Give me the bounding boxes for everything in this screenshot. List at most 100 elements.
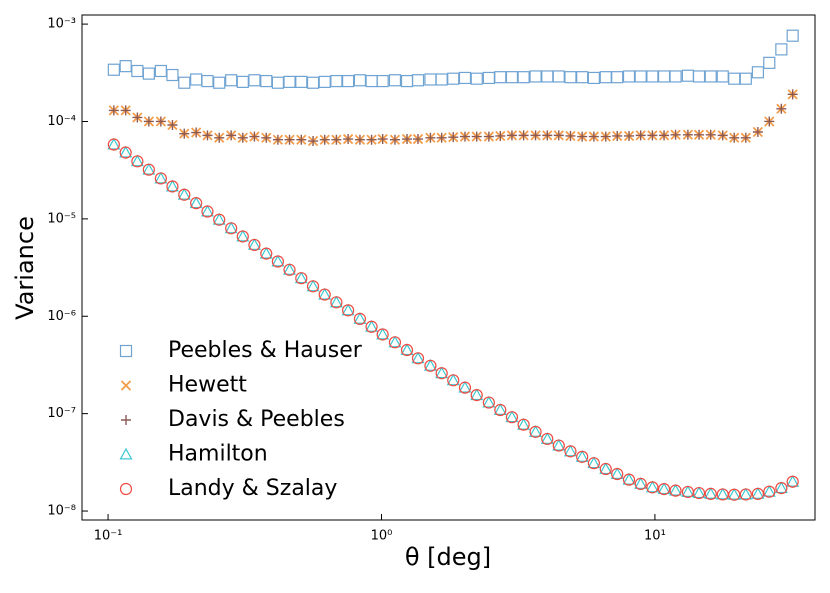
marker-plus — [471, 131, 482, 142]
x-tick-label: 10¹ — [644, 529, 666, 544]
y-tick-label: 10⁻⁷ — [47, 406, 76, 421]
marker-circle — [248, 238, 261, 252]
marker-triangle — [119, 447, 133, 460]
marker-square — [365, 74, 378, 88]
marker-plus — [108, 105, 119, 116]
plot-frame — [81, 14, 816, 521]
marker-triangle — [130, 154, 144, 167]
marker-triangle — [739, 487, 753, 500]
marker-triangle — [610, 467, 624, 480]
marker-circle — [576, 450, 589, 463]
marker-plus — [670, 129, 681, 140]
marker-circle — [190, 197, 203, 210]
marker-plus — [308, 136, 319, 147]
marker-triangle — [411, 351, 425, 364]
marker-plus — [120, 105, 131, 116]
marker-circle — [330, 296, 343, 309]
marker-plus — [143, 116, 154, 127]
marker-circle — [634, 477, 647, 490]
marker-square — [260, 74, 273, 88]
marker-square — [435, 73, 448, 86]
marker-plus — [167, 120, 178, 131]
marker-triangle — [692, 486, 706, 499]
marker-circle — [552, 439, 565, 452]
marker-square — [751, 66, 764, 79]
marker-circle — [704, 487, 717, 500]
y-axis-label: Variance — [11, 216, 39, 320]
marker-triangle — [388, 335, 402, 348]
marker-circle — [482, 396, 495, 409]
marker-circle — [236, 230, 249, 243]
marker-square — [248, 74, 261, 87]
marker-circle — [763, 485, 776, 498]
marker-circle — [166, 180, 179, 193]
marker-triangle — [400, 343, 414, 356]
marker-plus — [389, 134, 400, 145]
marker-square — [119, 344, 133, 358]
marker-square — [634, 70, 647, 83]
marker-triangle — [540, 432, 554, 444]
marker-plus — [729, 132, 740, 143]
marker-plus — [284, 134, 295, 145]
marker-triangle — [353, 312, 367, 324]
legend-label: Peebles & Hauser — [168, 338, 363, 363]
marker-square — [318, 75, 331, 88]
marker-plus — [588, 131, 599, 142]
marker-circle — [400, 343, 414, 357]
marker-triangle — [493, 403, 507, 416]
marker-triangle — [177, 187, 191, 200]
marker-square — [587, 71, 600, 85]
marker-plus — [612, 130, 623, 141]
marker-circle — [611, 467, 624, 481]
marker-square — [564, 71, 577, 84]
marker-square — [178, 76, 191, 89]
marker-circle — [388, 336, 402, 349]
marker-circle — [657, 482, 671, 496]
marker-circle — [447, 374, 460, 387]
marker-triangle — [165, 179, 179, 192]
marker-plus — [518, 130, 529, 141]
marker-plus — [412, 134, 423, 145]
marker-triangle — [435, 366, 449, 379]
marker-triangle — [294, 271, 308, 284]
marker-plus — [436, 132, 447, 143]
marker-square — [330, 74, 343, 88]
marker-triangle — [200, 204, 214, 217]
marker-square — [599, 71, 612, 84]
marker-circle — [692, 486, 706, 500]
marker-triangle — [236, 229, 250, 242]
marker-plus — [764, 116, 775, 127]
x-tick-label: 10⁻¹ — [94, 529, 123, 544]
marker-triangle — [247, 238, 261, 250]
marker-plus — [635, 130, 646, 141]
marker-square — [353, 74, 367, 87]
marker-triangle — [212, 212, 226, 225]
marker-triangle — [774, 481, 788, 494]
marker-triangle — [622, 472, 636, 485]
marker-plus — [179, 128, 190, 139]
y-tick-label: 10⁻⁶ — [47, 309, 76, 324]
marker-square — [190, 73, 203, 86]
y-tick-label: 10⁻⁴ — [47, 114, 76, 129]
marker-plus — [237, 132, 248, 143]
marker-plus — [530, 130, 541, 141]
marker-circle — [178, 188, 191, 201]
marker-triangle — [119, 145, 133, 158]
marker-triangle — [154, 171, 168, 184]
marker-square — [342, 74, 355, 88]
marker-triangle — [318, 287, 332, 300]
marker-circle — [411, 352, 425, 365]
marker-square — [657, 70, 671, 83]
marker-square — [376, 74, 389, 88]
marker-triangle — [446, 373, 460, 386]
marker-square — [552, 70, 565, 83]
marker-square — [494, 71, 507, 84]
marker-circle — [622, 473, 636, 486]
marker-triangle — [681, 485, 695, 497]
legend-label: Davis & Peebles — [168, 407, 345, 432]
marker-triangle — [329, 295, 343, 308]
legend-label: Hewett — [168, 373, 247, 398]
marker-circle — [119, 146, 132, 159]
marker-square — [576, 71, 589, 84]
marker-circle — [142, 163, 155, 176]
